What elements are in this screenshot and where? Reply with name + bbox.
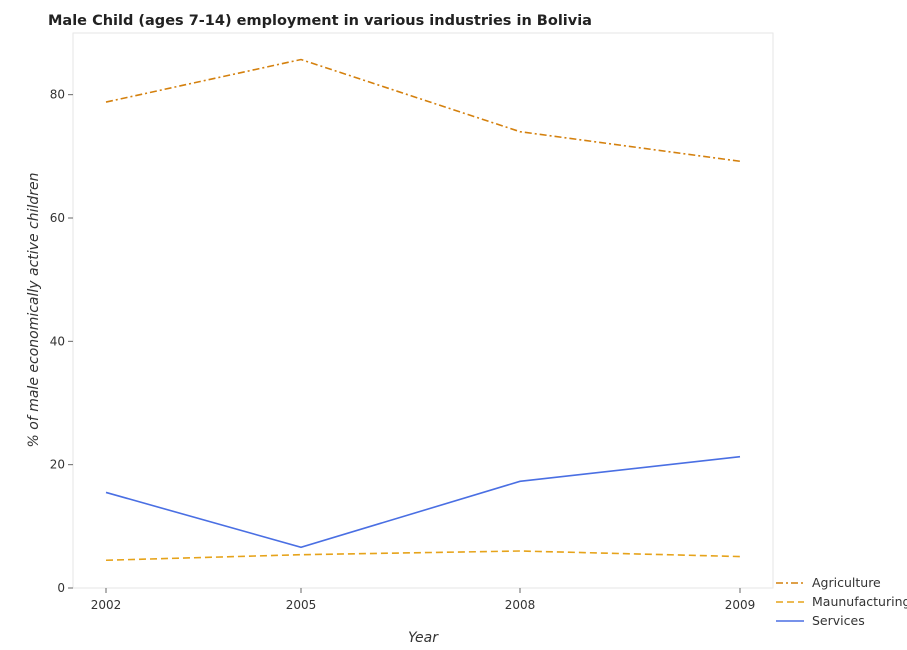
legend: Agriculture Maunufacturing Services: [776, 575, 907, 628]
x-tick-label: 2005: [286, 598, 317, 612]
legend-label-maunufacturing: Maunufacturing: [812, 594, 907, 609]
chart-title: Male Child (ages 7-14) employment in var…: [48, 13, 592, 29]
y-tick-label: 60: [50, 211, 65, 225]
x-axis: 2002 2005 2008 2009: [91, 588, 756, 612]
y-tick-label: 0: [57, 581, 65, 595]
plot-area: [72, 32, 774, 589]
y-axis-title: % of male economically active children: [26, 173, 42, 448]
legend-label-agriculture: Agriculture: [812, 575, 881, 590]
y-tick-label: 40: [50, 334, 65, 348]
series-line-agriculture: [105, 58, 741, 163]
x-tick-label: 2009: [725, 598, 756, 612]
x-tick-label: 2002: [91, 598, 122, 612]
x-tick-label: 2008: [505, 598, 536, 612]
x-axis-title: Year: [408, 630, 439, 646]
series-line-services: [105, 455, 741, 549]
series-layer: [105, 58, 741, 562]
legend-label-services: Services: [812, 613, 865, 628]
y-axis: 0 20 40 60 80: [50, 88, 73, 595]
y-tick-label: 80: [50, 88, 65, 102]
y-tick-label: 20: [50, 458, 65, 472]
